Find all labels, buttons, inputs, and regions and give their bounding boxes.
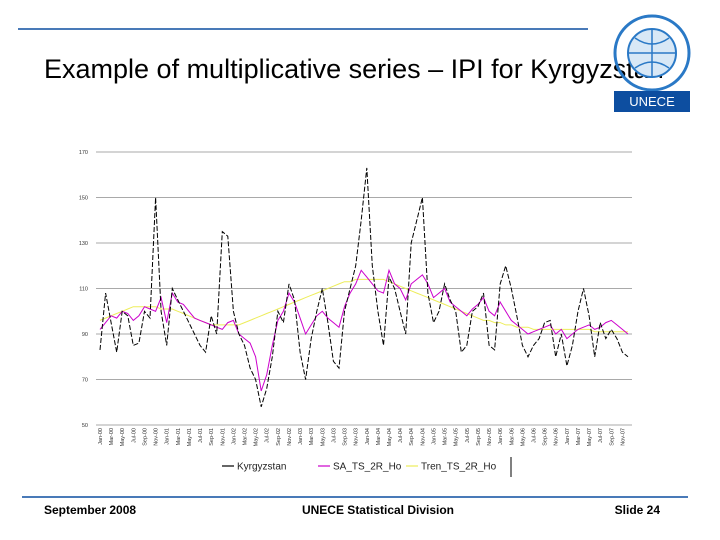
- x-tick-label: Sep-04: [409, 428, 415, 446]
- slide-title: Example of multiplicative series – IPI f…: [44, 54, 664, 84]
- x-tick-label: Nov-07: [620, 428, 626, 446]
- x-tick-label: Mar-02: [243, 428, 249, 445]
- legend-label: Tren_TS_2R_Ho: [421, 462, 497, 473]
- x-tick-label: Jul-06: [532, 428, 538, 443]
- x-tick-label: Nov-00: [154, 428, 160, 446]
- logo-wreath: [613, 14, 691, 92]
- x-tick-label: Jan-05: [431, 428, 437, 445]
- series-line: [99, 268, 629, 392]
- x-tick-label: Jul-04: [398, 428, 404, 443]
- x-tick-label: Mar-05: [443, 428, 449, 445]
- x-tick-label: Jul-07: [598, 428, 604, 443]
- x-tick-label: Jul-00: [131, 428, 137, 443]
- x-tick-label: Nov-05: [487, 428, 493, 446]
- x-tick-label: Sep-01: [209, 428, 215, 446]
- x-tick-label: Sep-07: [609, 428, 615, 446]
- x-tick-label: Mar-07: [576, 428, 582, 445]
- y-tick-label: 90: [82, 332, 88, 338]
- series-line: [99, 278, 628, 333]
- x-tick-label: May-05: [454, 428, 460, 446]
- legend-label: SA_TS_2R_Ho: [333, 462, 402, 473]
- x-tick-label: Sep-02: [276, 428, 282, 446]
- x-tick-label: Mar-04: [376, 428, 382, 445]
- x-tick-label: Jul-03: [331, 428, 337, 443]
- logo-grid: [628, 29, 676, 77]
- logo-band: [614, 91, 690, 112]
- x-tick-label: Sep-06: [543, 428, 549, 446]
- x-tick-label: Jan-07: [565, 428, 571, 445]
- x-tick-label: May-06: [520, 428, 526, 446]
- x-tick-label: May-07: [587, 428, 593, 446]
- footer-slide: Slide 24: [615, 503, 661, 517]
- x-tick-label: May-02: [254, 428, 260, 446]
- x-tick-label: May-03: [320, 428, 326, 446]
- x-tick-label: Sep-05: [476, 428, 482, 446]
- footer-division: UNECE Statistical Division: [302, 503, 454, 517]
- x-tick-label: Nov-01: [220, 428, 226, 446]
- title-text: Example of multiplicative series – IPI f…: [44, 54, 664, 84]
- x-tick-label: May-04: [387, 428, 393, 446]
- x-tick-label: Jan-04: [365, 428, 371, 445]
- x-tick-label: Mar-03: [309, 428, 315, 445]
- x-tick-label: Nov-06: [554, 428, 560, 446]
- x-tick-label: Jan-02: [231, 428, 237, 445]
- footer-date: September 2008: [44, 503, 136, 517]
- x-tick-label: Sep-03: [343, 428, 349, 446]
- logo: UNECE: [613, 14, 691, 112]
- logo-text: UNECE: [629, 94, 675, 109]
- y-tick-label: 170: [79, 150, 88, 156]
- x-tick-label: Nov-03: [354, 428, 360, 446]
- y-tick-label: 150: [79, 196, 88, 202]
- x-tick-label: Sep-00: [142, 428, 148, 446]
- y-tick-label: 110: [79, 287, 88, 293]
- y-tick-label: 130: [79, 241, 88, 247]
- legend-label: Kyrgyzstan: [237, 462, 286, 473]
- x-tick-label: Jan-03: [298, 428, 304, 445]
- x-tick-label: Jan-06: [498, 428, 504, 445]
- x-tick-label: Jul-05: [465, 428, 471, 443]
- x-tick-label: Nov-04: [420, 428, 426, 446]
- x-tick-label: May-00: [120, 428, 126, 446]
- x-tick-label: May-01: [187, 428, 193, 446]
- y-tick-label: 50: [82, 423, 88, 429]
- x-tick-label: Mar-00: [109, 428, 115, 445]
- series-line: [99, 167, 629, 407]
- x-tick-label: Jul-01: [198, 428, 204, 443]
- x-tick-label: Mar-06: [509, 428, 515, 445]
- x-tick-label: Mar-01: [176, 428, 182, 445]
- x-tick-label: Jan-01: [165, 428, 171, 445]
- x-tick-label: Nov-02: [287, 428, 293, 446]
- x-tick-label: Jul-02: [265, 428, 271, 443]
- chart: 50 70 90 110 130 150 170 Jan-00 Mar-00 May-00 Jul-…: [79, 150, 632, 477]
- x-tick-label: Jan-00: [98, 428, 104, 445]
- y-tick-label: 70: [82, 378, 88, 384]
